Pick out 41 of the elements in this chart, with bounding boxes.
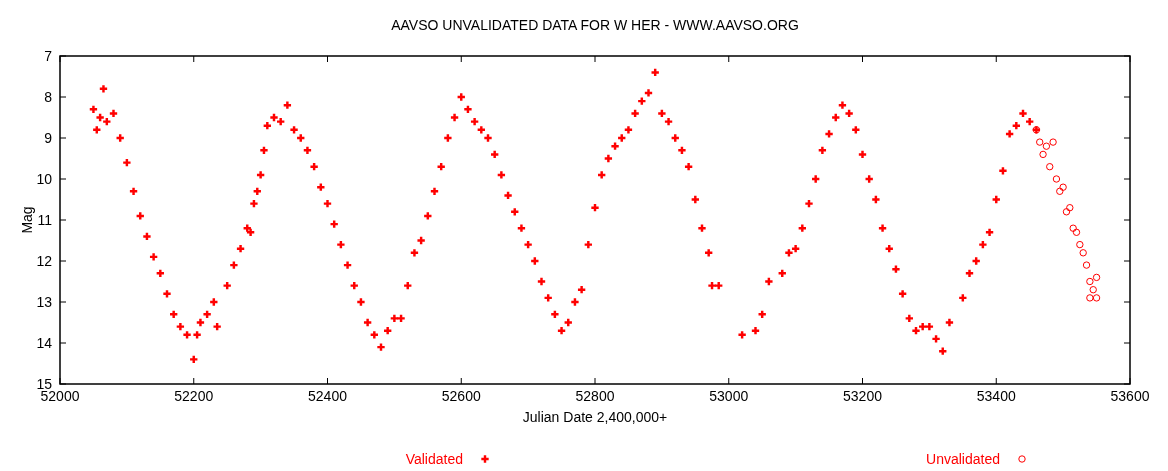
x-tick-label: 52600 xyxy=(441,388,481,404)
point xyxy=(1049,138,1057,146)
point xyxy=(1079,249,1087,257)
x-tick-label: 52400 xyxy=(308,388,348,404)
x-tick-label: 52200 xyxy=(174,388,214,404)
y-tick-label: 10 xyxy=(36,171,53,187)
x-axis-title: Julian Date 2,400,000+ xyxy=(522,409,668,425)
y-axis-title: Mag xyxy=(19,206,35,234)
point xyxy=(1089,286,1097,294)
x-tick-label: 53600 xyxy=(1110,388,1150,404)
point xyxy=(1062,208,1071,216)
point xyxy=(1056,187,1064,195)
point xyxy=(1042,142,1051,150)
y-tick-label: 11 xyxy=(37,212,53,228)
point xyxy=(1086,277,1094,286)
point xyxy=(1036,138,1044,146)
y-tick-label: 13 xyxy=(36,294,53,310)
x-tick-label: 53000 xyxy=(709,388,749,404)
point xyxy=(1046,163,1054,171)
point xyxy=(1066,204,1074,212)
legend-label: Validated xyxy=(405,451,463,467)
chart-title: AAVSO UNVALIDATED DATA FOR W HER - WWW.AAVSO.ORG xyxy=(391,17,799,33)
y-tick-label: 12 xyxy=(36,253,53,269)
y-tick-label: 7 xyxy=(44,48,53,64)
y-tick-label: 14 xyxy=(36,335,53,351)
point xyxy=(1039,150,1047,159)
x-tick-label: 53200 xyxy=(843,388,883,404)
point xyxy=(1092,273,1101,282)
y-tick-label: 8 xyxy=(44,89,53,105)
point xyxy=(1076,240,1084,249)
point xyxy=(1072,228,1081,236)
point xyxy=(1059,183,1067,191)
point xyxy=(1052,175,1061,183)
point xyxy=(1069,224,1077,232)
point xyxy=(1086,294,1094,302)
legend-label: Unvalidated xyxy=(926,451,1000,467)
x-tick-label: 52800 xyxy=(575,388,615,404)
point xyxy=(1082,261,1091,269)
point xyxy=(1092,294,1101,302)
y-tick-label: 9 xyxy=(44,130,53,146)
x-tick-label: 53400 xyxy=(976,388,1016,404)
